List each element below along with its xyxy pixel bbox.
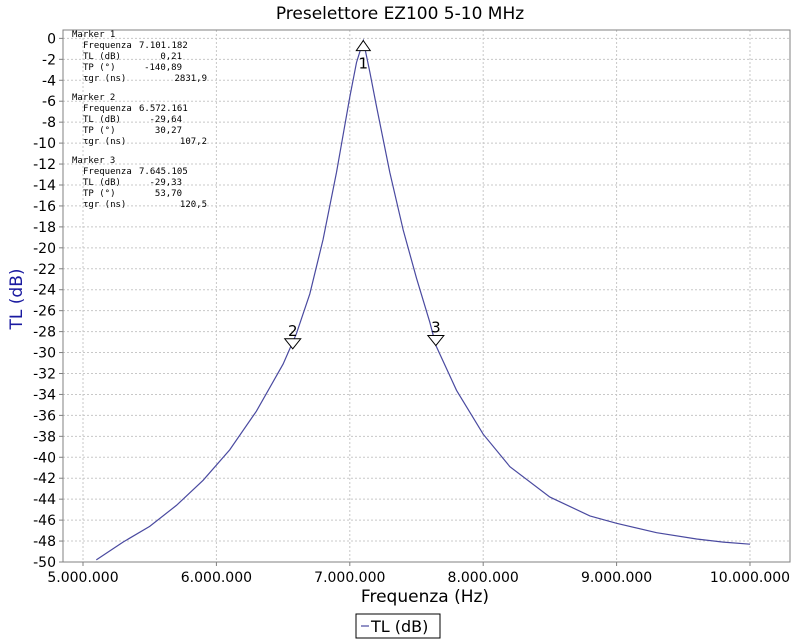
marker-info-row-label: TP (°) [83, 189, 116, 199]
marker-info-row-label: τgr (ns) [83, 74, 126, 84]
markers: 1 2 3 [283, 39, 445, 350]
legend: TL (dB) [355, 613, 441, 639]
y-tick-label: -10 [33, 136, 56, 152]
y-tick-label: -32 [33, 366, 56, 382]
marker-info-row-label: TP (°) [83, 63, 116, 73]
marker-info-row-value: 120,5 [180, 200, 207, 210]
marker-info-row-label: TL (dB) [83, 52, 121, 62]
marker-info-row-value: 6.572.161 [139, 104, 188, 114]
marker-info-row-label: TL (dB) [83, 178, 121, 188]
y-axis: 0 -2 -4 -6 -8 -10 -12 -14 -16 -18 -20 -22 -24 -26 -28 -… [33, 31, 63, 571]
marker-info-heading: Marker 2 [72, 93, 115, 103]
y-tick-label: -26 [33, 304, 56, 320]
y-tick-label: -2 [42, 52, 56, 68]
chart-title: Preselettore EZ100 5-10 MHz [276, 4, 524, 24]
marker-1-triangle [355, 39, 372, 52]
y-tick-label: -24 [33, 283, 56, 299]
marker-info-row-value: 30,27 [155, 126, 182, 136]
marker-info-row-value: -140,89 [144, 63, 182, 73]
y-tick-label: -28 [33, 325, 56, 341]
marker-info-row-value: 107,2 [180, 137, 207, 147]
y-tick-label: -4 [42, 73, 56, 89]
y-tick-label: -8 [42, 115, 56, 131]
x-axis-label: Frequenza (Hz) [361, 587, 489, 607]
x-tick-label: 5.000.000 [47, 570, 118, 586]
y-tick-label: -48 [33, 534, 56, 550]
x-tick-label: 6.000.000 [181, 570, 252, 586]
legend-box [355, 613, 441, 639]
marker-info-row-label: Frequenza [83, 41, 132, 51]
marker-info-row-label: TP (°) [83, 126, 116, 136]
y-tick-label: -34 [33, 387, 56, 403]
plot-frame [62, 29, 791, 563]
marker-info-row-label: Frequenza [83, 167, 132, 177]
y-tick-label: -22 [33, 262, 56, 278]
marker-info-row-label: τgr (ns) [83, 137, 126, 147]
x-tick-label: 8.000.000 [448, 570, 519, 586]
y-tick-label: -20 [33, 241, 56, 257]
y-tick-label: -16 [33, 199, 56, 215]
y-tick-label: -14 [33, 178, 56, 194]
y-tick-label: -44 [33, 492, 56, 508]
marker-info-row-value: 0,21 [160, 52, 182, 62]
marker-3-triangle [426, 335, 445, 347]
marker-info-row-value: -29,64 [149, 115, 182, 125]
marker-info-row-value: -29,33 [149, 178, 182, 188]
marker-3-label: 3 [431, 319, 441, 337]
series-line-tl [95, 38, 751, 561]
marker-2-label: 2 [288, 322, 298, 340]
marker-info-row-label: TL (dB) [83, 115, 121, 125]
marker-info-row-value: 7.645.105 [139, 167, 188, 177]
marker-2-triangle [283, 338, 302, 350]
y-tick-label: 0 [47, 31, 56, 47]
y-tick-label: -46 [33, 513, 56, 529]
y-tick-label: -40 [33, 450, 56, 466]
marker-info-row-label: Frequenza [83, 104, 132, 114]
marker-1-label: 1 [359, 55, 369, 73]
x-tick-label: 10.000.000 [710, 570, 790, 586]
marker-info-row-value: 53,70 [155, 189, 182, 199]
marker-info-row-value: 2831,9 [174, 74, 207, 84]
legend-label: TL (dB) [370, 617, 428, 636]
y-tick-label: -42 [33, 471, 56, 487]
marker-info-heading: Marker 1 [72, 30, 115, 40]
y-tick-label: -6 [42, 94, 56, 110]
marker-info-row-value: 7.101.182 [139, 41, 188, 51]
x-tick-label: 9.000.000 [581, 570, 652, 586]
marker-info-heading: Marker 3 [72, 156, 115, 166]
y-tick-label: -38 [33, 429, 56, 445]
x-tick-label: 7.000.000 [314, 570, 385, 586]
y-tick-label: -36 [33, 408, 56, 424]
y-axis-label: TL (dB) [7, 269, 27, 331]
marker-info-row-label: τgr (ns) [83, 200, 126, 210]
y-tick-label: -18 [33, 220, 56, 236]
y-tick-label: -12 [33, 157, 56, 173]
y-tick-label: -30 [33, 346, 56, 362]
y-tick-label: -50 [33, 555, 56, 571]
x-axis: 5.000.000 6.000.000 7.000.000 8.000.000 9.00… [47, 562, 790, 586]
grid [63, 30, 790, 563]
